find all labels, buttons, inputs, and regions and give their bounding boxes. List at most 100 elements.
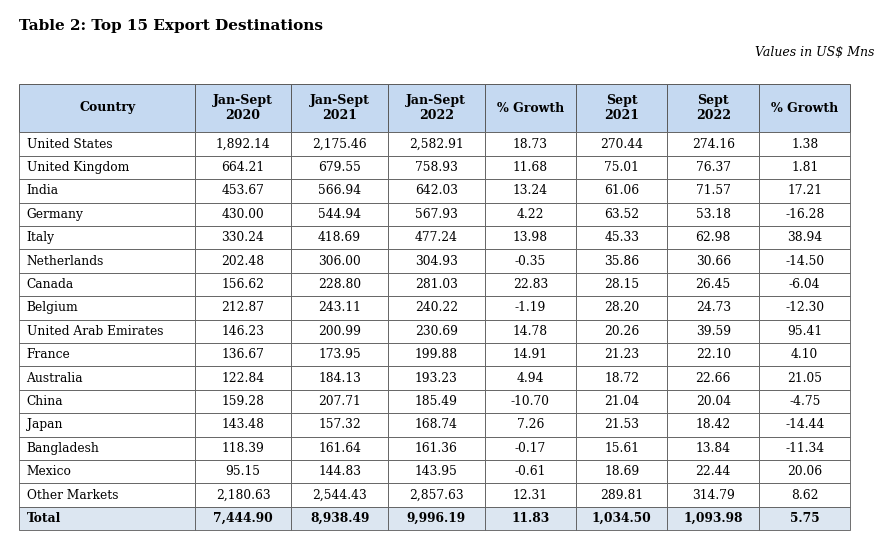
Bar [485, 179, 576, 202]
Bar [195, 226, 291, 249]
Text: 418.69: 418.69 [318, 231, 361, 244]
Bar [759, 226, 850, 249]
Text: 143.95: 143.95 [415, 465, 458, 478]
Text: 199.88: 199.88 [415, 348, 458, 361]
Text: 8.62: 8.62 [791, 489, 819, 502]
Text: United Kingdom: United Kingdom [27, 161, 129, 174]
Bar [667, 249, 759, 273]
Bar [291, 179, 388, 202]
Bar [195, 507, 291, 530]
Bar [388, 390, 485, 413]
Text: 168.74: 168.74 [415, 418, 458, 431]
Bar [759, 156, 850, 179]
Bar [388, 483, 485, 507]
Text: -0.35: -0.35 [515, 254, 546, 267]
Text: Country: Country [79, 102, 135, 114]
Text: 1.81: 1.81 [791, 161, 819, 174]
Bar [291, 507, 388, 530]
Text: -4.75: -4.75 [789, 395, 820, 408]
Text: % Growth: % Growth [496, 102, 564, 114]
Text: 38.94: 38.94 [787, 231, 822, 244]
Bar [485, 202, 576, 226]
Text: 35.86: 35.86 [604, 254, 639, 267]
Text: Jan-Sept
2021: Jan-Sept 2021 [310, 94, 370, 122]
Bar [388, 84, 485, 132]
Text: China: China [27, 395, 63, 408]
Text: France: France [27, 348, 70, 361]
Bar [291, 156, 388, 179]
Text: 21.05: 21.05 [787, 372, 822, 384]
Text: Total: Total [27, 512, 61, 525]
Bar [576, 156, 667, 179]
Text: 18.73: 18.73 [512, 138, 548, 151]
Bar [759, 84, 850, 132]
Bar [195, 156, 291, 179]
Bar [485, 132, 576, 156]
Bar [388, 156, 485, 179]
Bar [19, 437, 195, 460]
Text: 95.15: 95.15 [226, 465, 260, 478]
Text: -14.44: -14.44 [785, 418, 825, 431]
Bar [291, 367, 388, 390]
Text: 330.24: 330.24 [221, 231, 265, 244]
Text: 61.06: 61.06 [604, 184, 639, 197]
Text: Netherlands: Netherlands [27, 254, 104, 267]
Text: 306.00: 306.00 [319, 254, 361, 267]
Bar [195, 132, 291, 156]
Bar [759, 413, 850, 437]
Bar [388, 460, 485, 483]
Bar [485, 507, 576, 530]
Text: 5.75: 5.75 [790, 512, 820, 525]
Bar [195, 483, 291, 507]
Bar [759, 273, 850, 296]
Text: 45.33: 45.33 [604, 231, 639, 244]
Text: Italy: Italy [27, 231, 55, 244]
Bar [195, 367, 291, 390]
Bar [19, 460, 195, 483]
Bar [667, 483, 759, 507]
Bar [485, 84, 576, 132]
Bar [759, 343, 850, 367]
Text: -1.19: -1.19 [514, 301, 546, 314]
Bar [485, 483, 576, 507]
Text: 14.91: 14.91 [512, 348, 548, 361]
Bar [19, 507, 195, 530]
Text: 75.01: 75.01 [604, 161, 639, 174]
Text: 144.83: 144.83 [318, 465, 361, 478]
Text: 477.24: 477.24 [415, 231, 458, 244]
Text: 11.83: 11.83 [512, 512, 550, 525]
Text: -14.50: -14.50 [785, 254, 824, 267]
Text: 21.04: 21.04 [604, 395, 639, 408]
Bar [19, 390, 195, 413]
Bar [576, 132, 667, 156]
Bar [576, 483, 667, 507]
Bar [19, 249, 195, 273]
Bar [576, 226, 667, 249]
Bar [667, 390, 759, 413]
Bar [485, 367, 576, 390]
Text: 11.68: 11.68 [512, 161, 548, 174]
Bar [667, 460, 759, 483]
Text: 18.72: 18.72 [604, 372, 639, 384]
Text: 22.66: 22.66 [696, 372, 731, 384]
Text: 159.28: 159.28 [221, 395, 265, 408]
Bar [759, 507, 850, 530]
Text: Japan: Japan [27, 418, 62, 431]
Text: 143.48: 143.48 [221, 418, 265, 431]
Bar [195, 84, 291, 132]
Text: 7.26: 7.26 [517, 418, 544, 431]
Bar [195, 390, 291, 413]
Bar [667, 413, 759, 437]
Text: 207.71: 207.71 [319, 395, 361, 408]
Text: -11.34: -11.34 [785, 442, 824, 455]
Bar [19, 84, 195, 132]
Text: 4.94: 4.94 [517, 372, 544, 384]
Text: 18.69: 18.69 [604, 465, 639, 478]
Text: 13.84: 13.84 [696, 442, 731, 455]
Bar [667, 156, 759, 179]
Text: 8,938.49: 8,938.49 [310, 512, 369, 525]
Bar [485, 273, 576, 296]
Text: 202.48: 202.48 [221, 254, 265, 267]
Bar [576, 413, 667, 437]
Text: 4.10: 4.10 [791, 348, 819, 361]
